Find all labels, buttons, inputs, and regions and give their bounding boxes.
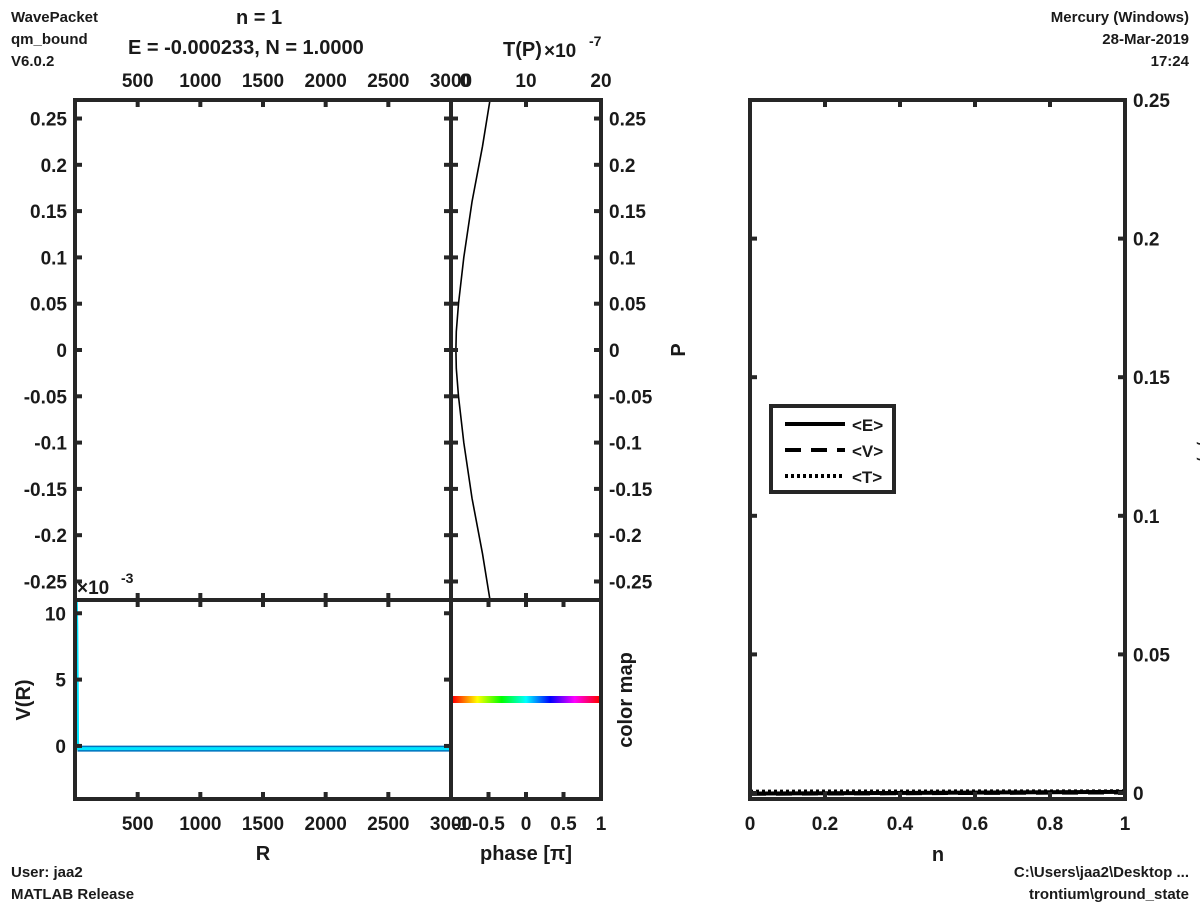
potential-y-multiplier: ×10: [77, 578, 109, 599]
potential-y-tick-label: 10: [45, 604, 66, 625]
colormap-bar: [453, 696, 599, 703]
colormap-x-tick-label: -0.5: [472, 814, 505, 835]
momentum-density-x-multiplier: ×10: [544, 41, 576, 62]
momentum-density-y-tick-label: -0.15: [609, 480, 653, 501]
phase-space-x-tick-label: 1500: [242, 71, 284, 92]
potential-x-tick-label: 2500: [367, 814, 409, 835]
phase-space-y-tick-label: 0.1: [41, 248, 68, 269]
momentum-density-y-tick-label: -0.25: [609, 572, 653, 593]
momentum-density-y-tick-label: -0.05: [609, 387, 653, 408]
legend-label: <V>: [852, 442, 883, 461]
phase-space-x-tick-label: 2000: [305, 71, 347, 92]
phase-space-x-tick-label: 500: [122, 71, 154, 92]
momentum-density-y-tick-label: 0.25: [609, 110, 646, 131]
phase-space-x-tick-label: 1000: [179, 71, 221, 92]
expectation-x-tick-label: 0: [745, 814, 756, 835]
momentum-density-y-tick-label: -0.2: [609, 526, 642, 547]
expectation-x-label: n: [932, 844, 944, 866]
phase-space-y-tick-label: -0.1: [34, 434, 67, 455]
expectation-y-tick-label: 0.1: [1133, 507, 1160, 528]
phase-space-y-tick-label: 0.05: [30, 295, 67, 316]
expectation-y-tick-label: 0.2: [1133, 230, 1159, 251]
momentum-density-x-tick-label: 10: [515, 71, 536, 92]
momentum-density-frame: [451, 100, 601, 600]
colormap-x-label: phase [π]: [480, 843, 572, 865]
momentum-density-y-tick-label: 0: [609, 341, 620, 362]
phase-space-y-tick-label: 0.25: [30, 110, 67, 131]
expectation-y-tick-label: 0.05: [1133, 645, 1170, 666]
momentum-density-y-tick-label: 0.2: [609, 156, 635, 177]
phase-space-y-tick-label: 0: [56, 341, 67, 362]
momentum-density-y-tick-label: 0.05: [609, 295, 646, 316]
phase-space-y-tick-label: -0.05: [24, 387, 68, 408]
colormap-x-tick-label: 1: [596, 814, 607, 835]
phase-space-y-tick-label: 0.2: [41, 156, 67, 177]
potential-y-exponent: -3: [121, 570, 134, 586]
phase-space-y-tick-label: -0.2: [34, 526, 67, 547]
momentum-density-x-tick-label: 0: [460, 71, 471, 92]
expectation-x-tick-label: 1: [1120, 814, 1131, 835]
expectation-y-label: <V,T,E>: [1195, 417, 1200, 486]
colormap-y-label: color map: [615, 652, 637, 748]
phase-space-y-tick-label: -0.15: [24, 480, 68, 501]
potential-x-tick-label: 1500: [242, 814, 284, 835]
potential-x-label: R: [256, 843, 271, 865]
phase-space-y-label: P: [668, 343, 690, 356]
phase-space-frame: [75, 100, 451, 600]
phase-space-y-tick-label: -0.25: [24, 572, 68, 593]
expectation-y-tick-label: 0.25: [1133, 91, 1170, 112]
momentum-density-x-label: T(P): [503, 39, 542, 61]
colormap-x-tick-label: 0.5: [550, 814, 577, 835]
potential-y-tick-label: 5: [55, 671, 66, 692]
momentum-density-x-exponent: -7: [589, 33, 602, 49]
momentum-density-y-tick-label: 0.15: [609, 202, 646, 223]
expectation-x-tick-label: 0.6: [962, 814, 988, 835]
potential-x-tick-label: 2000: [305, 814, 347, 835]
momentum-density-x-tick-label: 20: [590, 71, 611, 92]
legend-label: <E>: [852, 416, 883, 435]
potential-frame: [75, 600, 451, 799]
potential-y-tick-label: 0: [55, 737, 66, 758]
potential-curve: [76, 600, 451, 749]
expectation-x-tick-label: 0.8: [1037, 814, 1063, 835]
potential-y-label: V(R): [13, 679, 35, 720]
phase-space-x-tick-label: 2500: [367, 71, 409, 92]
phase-space-y-tick-label: 0.15: [30, 202, 67, 223]
legend-label: <T>: [852, 468, 882, 487]
expectation-x-tick-label: 0.2: [812, 814, 838, 835]
potential-x-tick-label: 1000: [179, 814, 221, 835]
momentum-density-y-tick-label: 0.1: [609, 248, 636, 269]
momentum-density-y-tick-label: -0.1: [609, 434, 642, 455]
expectation-y-tick-label: 0: [1133, 784, 1144, 805]
colormap-x-tick-label: -1: [453, 814, 470, 835]
momentum-density-line: [456, 100, 490, 600]
colormap-x-tick-label: 0: [521, 814, 532, 835]
expectation-y-tick-label: 0.15: [1133, 368, 1170, 389]
expectation-x-tick-label: 0.4: [887, 814, 914, 835]
potential-x-tick-label: 500: [122, 814, 154, 835]
